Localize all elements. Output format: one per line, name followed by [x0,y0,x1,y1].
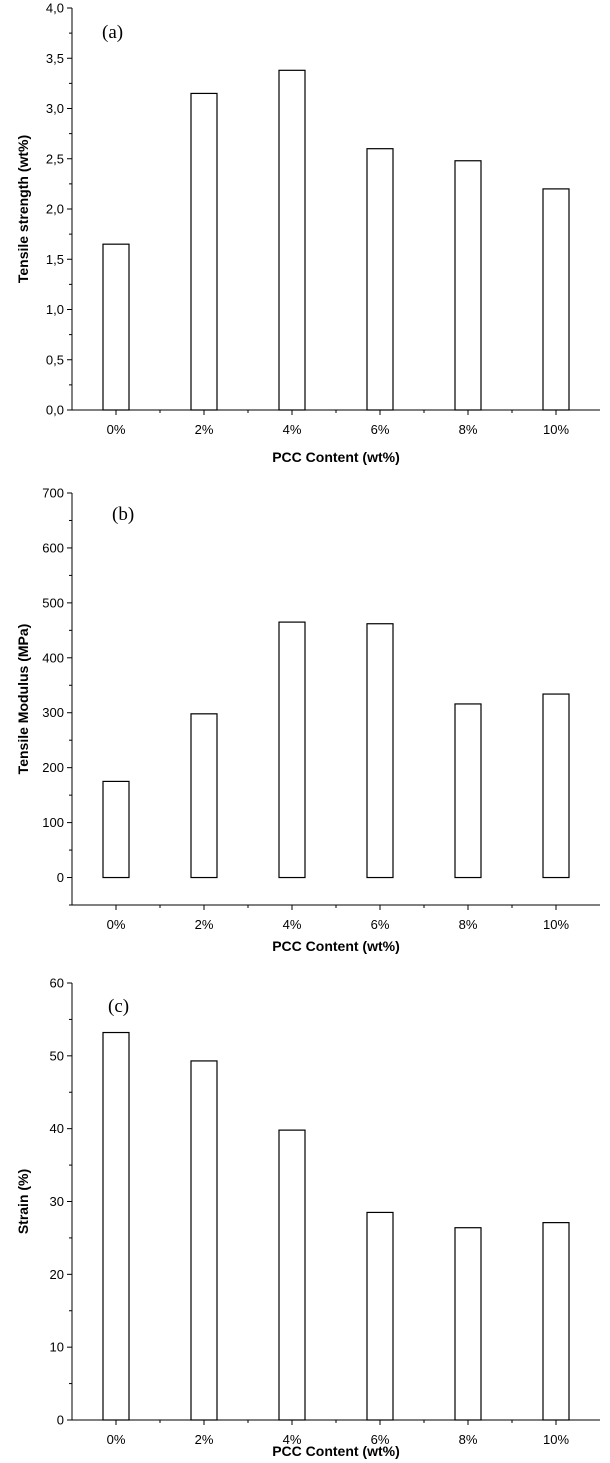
chart-panel-a: 0,0 0,5 1,0 1,5 2,0 2,5 3,0 3,5 4,0 0% 2% 4% 6% 8% 10%… [0,0,610,480]
x-tick-label-b: 8% [459,917,478,932]
y-tick-label-a: 3,5 [46,51,64,66]
bar-a-5 [542,188,570,411]
y-tick-label-b: 400 [42,650,64,665]
y-tick-label-a: 2,0 [46,202,64,217]
y-tick-label-c: 50 [50,1048,64,1063]
y-tick-label-a: 1,5 [46,252,64,267]
bar-a-2 [278,69,306,411]
y-tick-label-c: 60 [50,976,64,991]
x-tick-label-c: 6% [371,1432,390,1447]
x-tick-label-a: 8% [459,422,478,437]
y-tick-label-a: 0,5 [46,352,64,367]
bar-c-2 [278,1129,306,1421]
panel-label-a: (a) [102,22,123,43]
x-tick-label-a: 10% [543,422,569,437]
y-tick-label-a: 4,0 [46,1,64,16]
bar-b-2 [278,621,306,879]
y-tick-label-c: 0 [57,1413,64,1428]
y-tick-label-a: 2,5 [46,151,64,166]
bar-c-0 [102,1031,130,1421]
bar-c-4 [454,1227,482,1421]
bar-c-1 [190,1060,218,1421]
panel-label-c: (c) [108,996,129,1017]
bar-c-5 [542,1222,570,1421]
x-tick-label-b: 10% [543,917,569,932]
y-tick-label-a: 3,0 [46,101,64,116]
bar-a-1 [190,92,218,411]
x-tick-label-b: 2% [195,917,214,932]
bar-b-3 [366,623,394,879]
x-tick-label-a: 6% [371,422,390,437]
y-tick-label-b: 200 [42,760,64,775]
y-axis-label-c: Strain (%) [15,1169,31,1234]
y-tick-label-b: 300 [42,705,64,720]
x-tick-label-a: 4% [283,422,302,437]
y-tick-label-c: 30 [50,1194,64,1209]
bar-c-3 [366,1211,394,1421]
x-axis-label-b: PCC Content (wt%) [272,938,400,954]
y-tick-label-b: 700 [42,486,64,501]
y-tick-label-b: 600 [42,540,64,555]
x-axis-label-a: PCC Content (wt%) [272,449,400,465]
y-axis-label-b: Tensile Modulus (MPa) [15,624,31,775]
x-tick-label-c: 8% [459,1432,478,1447]
y-tick-label-a: 1,0 [46,302,64,317]
x-tick-label-b: 6% [371,917,390,932]
x-tick-label-a: 2% [195,422,214,437]
y-tick-label-b: 0 [57,870,64,885]
bar-b-1 [190,713,218,879]
y-tick-label-c: 20 [50,1267,64,1282]
chart-panel-c: 0 10 20 30 40 50 60 0% 2% 4% 6% 8% 10% (c) PCC Conte… [0,975,610,1463]
bar-a-0 [102,243,130,411]
bar-a-3 [366,148,394,411]
chart-panel-b: 0 100 200 300 400 500 600 700 0% 2% 4% 6% 8% 10% (b) … [0,485,610,965]
bar-b-5 [542,693,570,879]
bar-b-4 [454,703,482,879]
x-tick-label-c: 0% [107,1432,126,1447]
y-tick-label-a: 0,0 [46,403,64,418]
y-tick-label-b: 500 [42,595,64,610]
x-tick-label-c: 2% [195,1432,214,1447]
x-tick-label-b: 4% [283,917,302,932]
chart-a-svg: 0,0 0,5 1,0 1,5 2,0 2,5 3,0 3,5 4,0 0% 2% 4% 6% 8% 10%… [15,1,600,465]
x-tick-label-a: 0% [107,422,126,437]
chart-c-svg: 0 10 20 30 40 50 60 0% 2% 4% 6% 8% 10% (c) PCC Conte… [15,976,600,1459]
x-tick-label-c: 4% [283,1432,302,1447]
bar-b-0 [102,780,130,879]
y-axis-label-a: Tensile strength (wt%) [15,135,31,283]
x-tick-label-b: 0% [107,917,126,932]
y-tick-label-c: 40 [50,1121,64,1136]
y-tick-label-c: 10 [50,1340,64,1355]
panel-label-b: (b) [112,504,134,525]
x-tick-label-c: 10% [543,1432,569,1447]
y-tick-label-b: 100 [42,815,64,830]
bar-a-4 [454,160,482,411]
x-axis-label-c: PCC Content (wt%) [272,1443,400,1459]
